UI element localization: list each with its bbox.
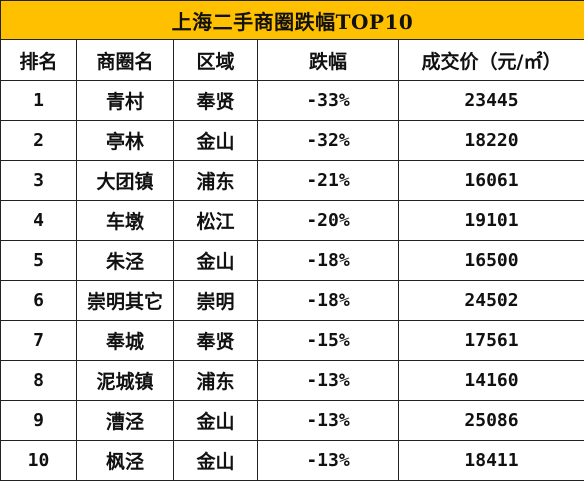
cell-district: 金山: [173, 400, 258, 441]
cell-price: 18411: [397, 440, 584, 481]
cell-rank: 8: [0, 360, 77, 401]
cell-district: 金山: [173, 240, 258, 281]
header-rank: 排名: [0, 39, 77, 81]
table-row: 10 枫泾 金山 -13% 18411: [0, 440, 584, 481]
cell-drop: -20%: [257, 200, 399, 241]
cell-name: 泥城镇: [76, 360, 174, 401]
cell-price: 23445: [397, 80, 584, 121]
cell-rank: 10: [0, 440, 77, 481]
cell-price: 18220: [397, 120, 584, 161]
cell-rank: 6: [0, 280, 77, 321]
cell-price: 25086: [397, 400, 584, 441]
cell-drop: -15%: [257, 320, 399, 361]
cell-district: 崇明: [173, 280, 258, 321]
table-row: 2 亭林 金山 -32% 18220: [0, 120, 584, 161]
table-body: 1 青村 奉贤 -33% 23445 2 亭林 金山 -32% 18220 3 大团镇 浦东 -21% 16…: [0, 80, 584, 481]
cell-price: 24502: [397, 280, 584, 321]
cell-name: 朱泾: [76, 240, 174, 281]
cell-rank: 2: [0, 120, 77, 161]
cell-name: 青村: [76, 80, 174, 121]
table-title: 上海二手商圈跌幅TOP10: [0, 0, 584, 40]
table-row: 6 崇明其它 崇明 -18% 24502: [0, 280, 584, 321]
table-row: 5 朱泾 金山 -18% 16500: [0, 240, 584, 281]
cell-rank: 4: [0, 200, 77, 241]
table-row: 4 车墩 松江 -20% 19101: [0, 200, 584, 241]
header-price: 成交价（元/㎡）: [397, 39, 584, 81]
table-row: 1 青村 奉贤 -33% 23445: [0, 80, 584, 121]
cell-district: 浦东: [173, 160, 258, 201]
cell-drop: -32%: [257, 120, 399, 161]
cell-name: 亭林: [76, 120, 174, 161]
table-row: 7 奉城 奉贤 -15% 17561: [0, 320, 584, 361]
cell-drop: -33%: [257, 80, 399, 121]
cell-drop: -18%: [257, 240, 399, 281]
cell-price: 14160: [397, 360, 584, 401]
cell-drop: -21%: [257, 160, 399, 201]
header-district: 区域: [173, 39, 258, 81]
cell-rank: 1: [0, 80, 77, 121]
cell-district: 浦东: [173, 360, 258, 401]
cell-price: 16500: [397, 240, 584, 281]
cell-name: 大团镇: [76, 160, 174, 201]
cell-price: 19101: [397, 200, 584, 241]
cell-district: 奉贤: [173, 80, 258, 121]
cell-rank: 5: [0, 240, 77, 281]
cell-name: 车墩: [76, 200, 174, 241]
cell-price: 16061: [397, 160, 584, 201]
header-row: 排名 商圈名 区域 跌幅 成交价（元/㎡）: [0, 39, 584, 81]
cell-name: 枫泾: [76, 440, 174, 481]
cell-name: 奉城: [76, 320, 174, 361]
cell-rank: 3: [0, 160, 77, 201]
cell-district: 松江: [173, 200, 258, 241]
table-row: 9 漕泾 金山 -13% 25086: [0, 400, 584, 441]
cell-rank: 7: [0, 320, 77, 361]
cell-drop: -13%: [257, 360, 399, 401]
table-row: 8 泥城镇 浦东 -13% 14160: [0, 360, 584, 401]
cell-district: 金山: [173, 120, 258, 161]
cell-rank: 9: [0, 400, 77, 441]
header-drop: 跌幅: [257, 39, 399, 81]
cell-price: 17561: [397, 320, 584, 361]
cell-district: 金山: [173, 440, 258, 481]
cell-name: 崇明其它: [76, 280, 174, 321]
cell-drop: -13%: [257, 440, 399, 481]
table-row: 3 大团镇 浦东 -21% 16061: [0, 160, 584, 201]
header-name: 商圈名: [76, 39, 174, 81]
cell-district: 奉贤: [173, 320, 258, 361]
cell-drop: -18%: [257, 280, 399, 321]
cell-name: 漕泾: [76, 400, 174, 441]
cell-drop: -13%: [257, 400, 399, 441]
